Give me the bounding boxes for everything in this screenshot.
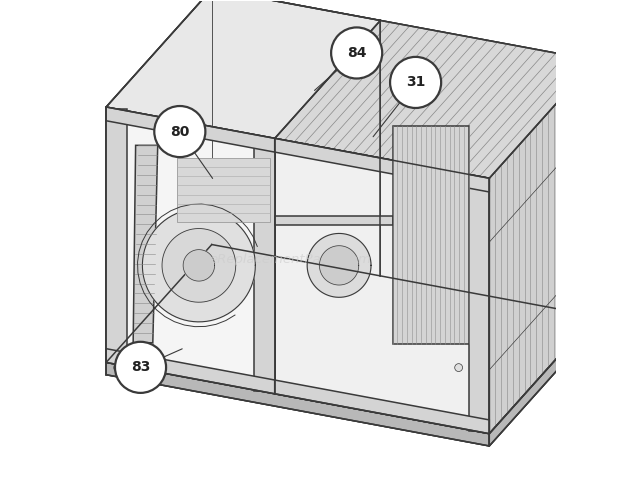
Polygon shape [489,316,595,446]
Polygon shape [106,107,489,434]
Circle shape [154,106,205,157]
Polygon shape [106,107,275,152]
Text: eReplacementParts.com: eReplacementParts.com [210,253,371,266]
Polygon shape [275,138,489,192]
Polygon shape [275,216,392,224]
Polygon shape [106,245,595,434]
Text: 80: 80 [170,124,190,138]
Polygon shape [392,125,469,344]
Circle shape [115,342,166,393]
Polygon shape [106,349,275,394]
Circle shape [390,57,441,108]
Text: 84: 84 [347,46,366,60]
Polygon shape [106,0,380,138]
Polygon shape [106,110,126,360]
Circle shape [331,28,382,79]
Polygon shape [162,229,236,302]
Text: 31: 31 [406,76,425,89]
Polygon shape [275,380,489,434]
Polygon shape [307,234,371,297]
Polygon shape [106,363,489,446]
Polygon shape [143,209,255,322]
Polygon shape [469,181,489,431]
Polygon shape [489,316,595,446]
Polygon shape [106,363,489,446]
Polygon shape [254,141,275,391]
Polygon shape [177,158,270,222]
Polygon shape [489,60,595,434]
Polygon shape [212,0,595,316]
Polygon shape [275,138,489,434]
Circle shape [454,364,463,371]
Circle shape [113,364,122,371]
Polygon shape [133,145,157,343]
Polygon shape [275,20,595,178]
Polygon shape [183,249,215,281]
Polygon shape [319,246,359,285]
Text: 83: 83 [131,360,150,374]
